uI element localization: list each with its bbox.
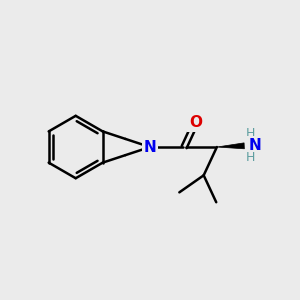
Text: H: H bbox=[245, 128, 255, 140]
Text: N: N bbox=[248, 138, 261, 153]
Text: H: H bbox=[245, 151, 255, 164]
Polygon shape bbox=[217, 143, 244, 149]
Text: O: O bbox=[189, 115, 202, 130]
Text: N: N bbox=[144, 140, 156, 154]
